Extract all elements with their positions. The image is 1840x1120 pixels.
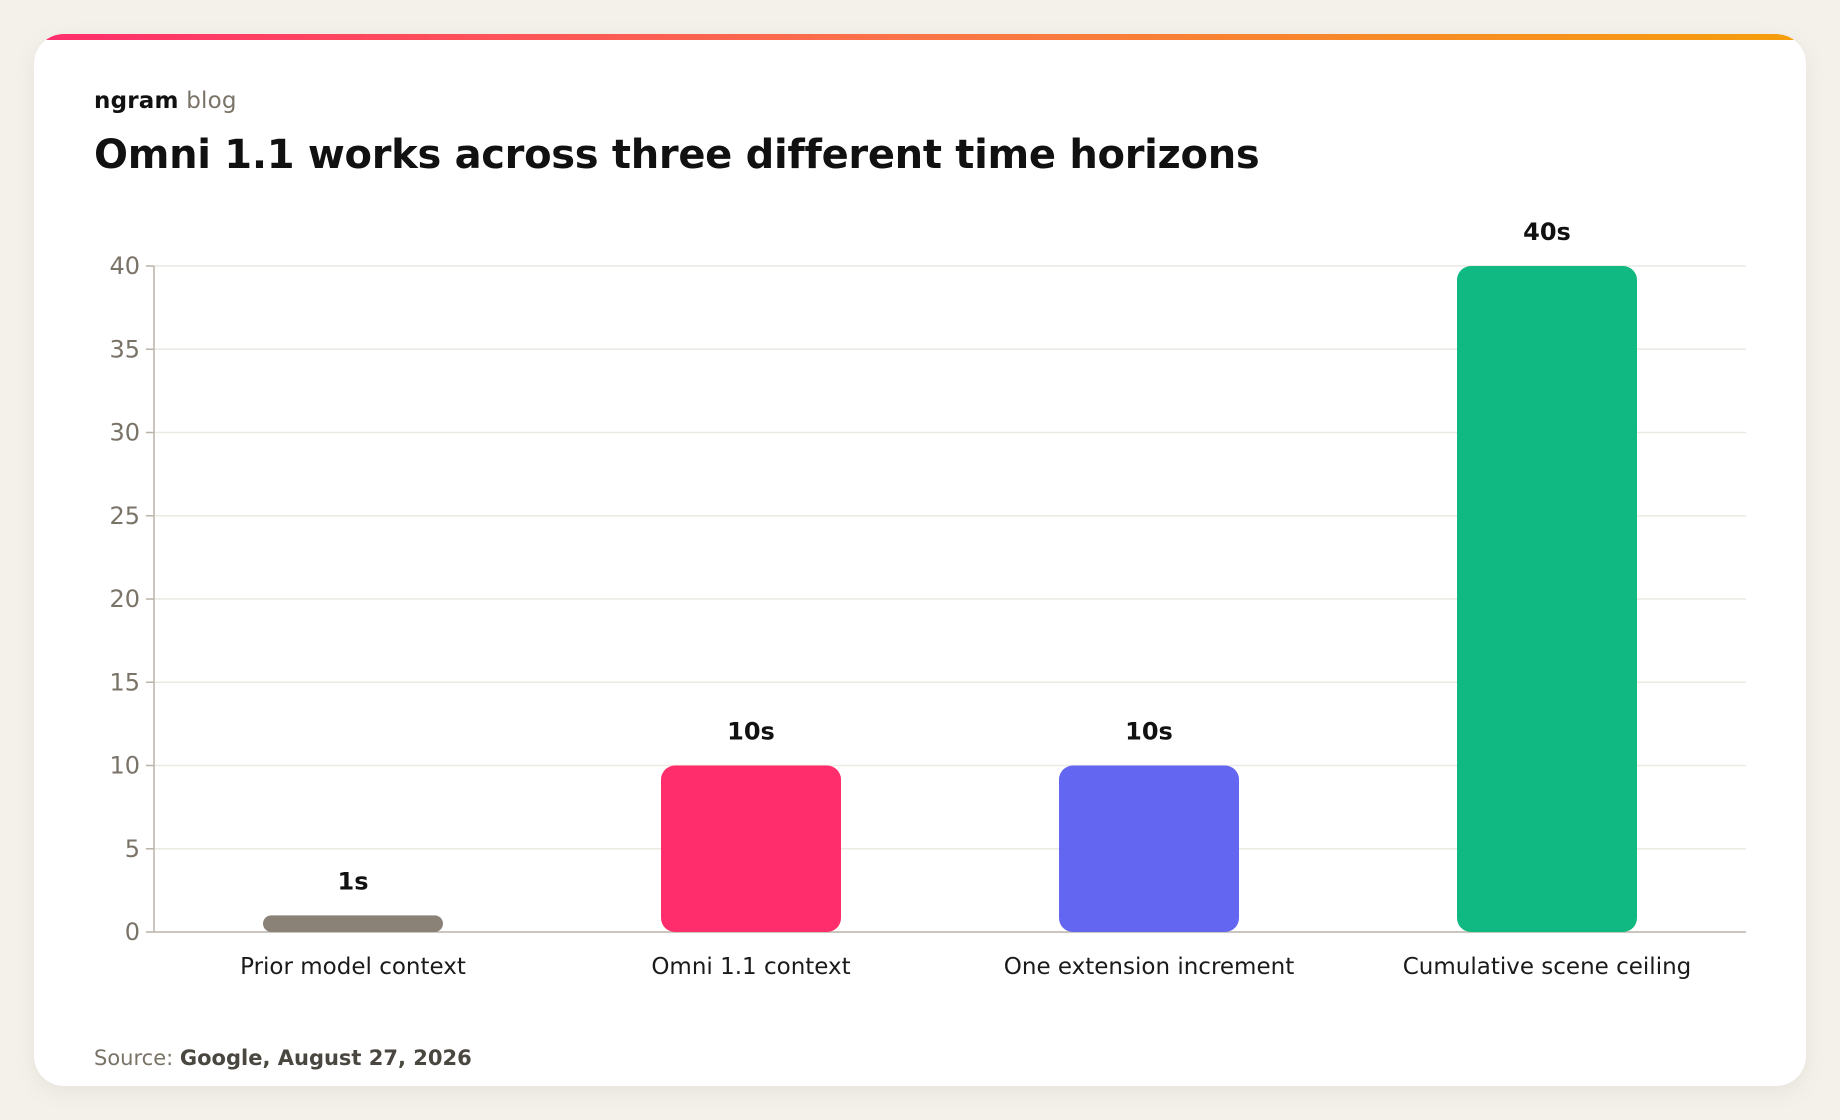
chart-title: Omni 1.1 works across three different ti… — [94, 132, 1260, 178]
y-tick-label: 15 — [109, 668, 140, 696]
bar-value-label: 40s — [1523, 218, 1571, 246]
bar — [263, 915, 443, 932]
source-text: Google, August 27, 2026 — [179, 1046, 472, 1070]
y-tick-label: 5 — [125, 835, 140, 863]
bar — [661, 765, 841, 932]
y-tick-label: 20 — [109, 585, 140, 613]
y-tick-label: 0 — [125, 918, 140, 946]
x-tick-label: Cumulative scene ceiling — [1403, 954, 1692, 980]
y-tick-label: 10 — [109, 752, 140, 780]
y-tick-label: 40 — [109, 252, 140, 280]
x-tick-label: Prior model context — [240, 954, 466, 980]
y-tick-label: 30 — [109, 419, 140, 447]
x-tick-label: One extension increment — [1004, 954, 1294, 980]
brand: ngram blog — [94, 88, 237, 114]
brand-suffix: blog — [186, 88, 237, 114]
y-tick-label: 25 — [109, 502, 140, 530]
source-note: Source: Google, August 27, 2026 — [94, 1046, 472, 1070]
brand-name: ngram — [94, 88, 179, 114]
bar-value-label: 10s — [727, 718, 775, 746]
bar-value-label: 1s — [338, 867, 369, 895]
source-label: Source: — [94, 1046, 174, 1070]
bar — [1059, 765, 1239, 932]
accent-bar — [34, 34, 1806, 40]
x-tick-label: Omni 1.1 context — [651, 954, 850, 980]
chart-card: ngram blog Omni 1.1 works across three d… — [34, 34, 1806, 1086]
bar — [1457, 266, 1637, 932]
bar-value-label: 10s — [1125, 718, 1173, 746]
y-tick-label: 35 — [109, 335, 140, 363]
bar-chart: 0 5 10 15 20 25 30 35 40 1s Prior model context 10s… — [109, 218, 1746, 980]
